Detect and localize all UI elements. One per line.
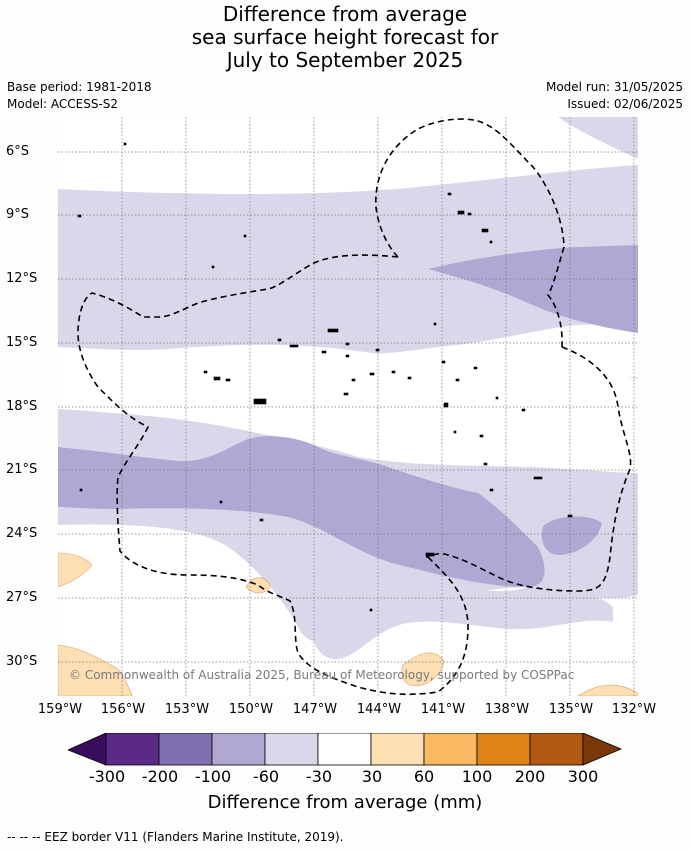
anomaly-band-medium-east	[428, 245, 638, 333]
legend-title: Difference from average (mm)	[207, 792, 483, 813]
legend-swatch-6	[370, 733, 425, 766]
legend-swatch-7	[423, 733, 478, 766]
lon-tick-135w: 135°W	[548, 702, 594, 717]
model-name: Model: ACCESS-S2	[7, 97, 119, 111]
eez-border-note: -- -- -- EEZ border V11 (Flanders Marine…	[7, 830, 344, 844]
legend-swatch-4	[264, 733, 319, 766]
lat-tick-9s: 9°S	[6, 207, 30, 222]
meta-right: Model run: 31/05/2025 Issued: 02/06/2025	[546, 79, 683, 113]
legend-swatch-above	[582, 733, 622, 766]
legend-swatch-3	[211, 733, 266, 766]
lat-tick-15s: 15°S	[6, 335, 38, 350]
lon-tick-132w: 132°W	[611, 702, 657, 717]
sea-level-map	[58, 117, 638, 696]
lon-tick-138w: 138°W	[484, 702, 530, 717]
legend-swatch-1	[105, 733, 160, 766]
lon-tick-153w: 153°W	[164, 702, 210, 717]
legend-label-4: -60	[252, 767, 280, 786]
white-channel	[158, 324, 638, 394]
color-legend-bar	[68, 733, 622, 766]
anomaly-band-medium-south	[58, 436, 545, 587]
white-inlet	[198, 377, 269, 408]
lat-tick-18s: 18°S	[6, 399, 38, 414]
title-line-1: Difference from average	[222, 2, 468, 26]
legend-label-8: 100	[461, 767, 493, 786]
legend-swatch-8	[476, 733, 531, 766]
legend-label-9: 200	[514, 767, 546, 786]
eez-cook-islands	[77, 254, 469, 696]
anomaly-band-light-north	[58, 165, 638, 379]
islands	[77, 142, 573, 612]
legend-label-1: -300	[88, 767, 126, 786]
lon-tick-159w: 159°W	[37, 702, 83, 717]
legend-label-2: -200	[141, 767, 179, 786]
issued-date: Issued: 02/06/2025	[567, 97, 683, 111]
lon-tick-141w: 141°W	[420, 702, 466, 717]
base-period: Base period: 1981-2018	[7, 80, 152, 94]
lon-tick-147w: 147°W	[292, 702, 338, 717]
graticule	[58, 117, 638, 696]
eez-marquesas	[375, 118, 565, 348]
legend-label-7: 60	[413, 767, 435, 786]
copyright-notice: © Commonwealth of Australia 2025, Bureau…	[69, 668, 575, 682]
lat-tick-27s: 27°S	[6, 590, 38, 605]
anomaly-band-light-top	[558, 117, 638, 159]
anomaly-positive-south	[401, 652, 445, 687]
legend-label-6: 30	[361, 767, 383, 786]
eez-french-polynesia	[425, 346, 632, 592]
legend-swatch-5	[317, 733, 372, 766]
anomaly-band-medium-patch	[541, 516, 602, 555]
eez-borders	[77, 118, 632, 696]
title-line-2: sea surface height forecast for	[191, 25, 499, 49]
lon-tick-150w: 150°W	[228, 702, 274, 717]
lat-tick-6s: 6°S	[6, 144, 30, 159]
map-title: Difference from average sea surface heig…	[0, 3, 690, 72]
meta-left: Base period: 1981-2018 Model: ACCESS-S2	[7, 79, 152, 113]
model-run: Model run: 31/05/2025	[545, 80, 683, 94]
legend-label-5: -30	[305, 767, 333, 786]
lon-tick-144w: 144°W	[356, 702, 402, 717]
legend-swatch-below	[68, 733, 107, 766]
lat-tick-30s: 30°S	[6, 654, 38, 669]
anomaly-positive-sw	[58, 552, 93, 588]
lat-tick-21s: 21°S	[6, 462, 38, 477]
legend-swatch-9	[529, 733, 584, 766]
anomaly-positive-se-corner	[577, 684, 638, 696]
legend-label-10: 300	[567, 767, 599, 786]
legend-swatch-2	[158, 733, 213, 766]
lon-tick-156w: 156°W	[100, 702, 146, 717]
anomaly-band-light-west	[311, 568, 613, 660]
title-line-3: July to September 2025	[226, 48, 464, 72]
lat-tick-24s: 24°S	[6, 526, 38, 541]
lat-tick-12s: 12°S	[6, 271, 38, 286]
legend-label-3: -100	[194, 767, 232, 786]
anomaly-positive-sw-corner	[58, 644, 133, 696]
